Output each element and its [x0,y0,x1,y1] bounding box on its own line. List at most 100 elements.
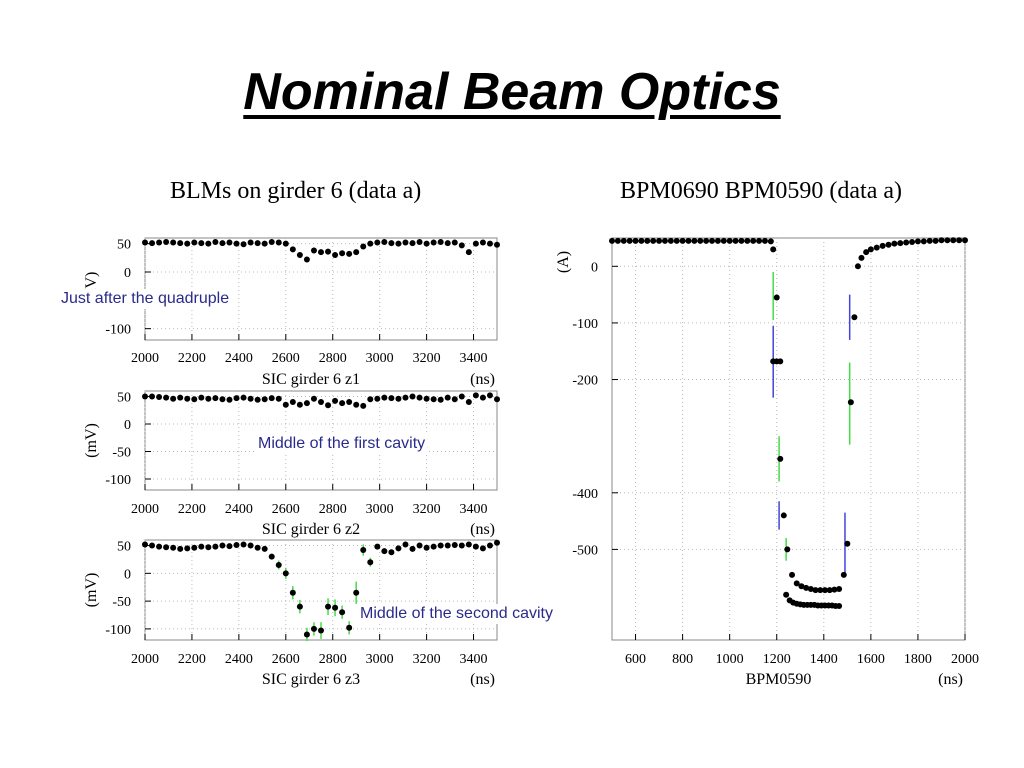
data-point-lower_trace [903,239,910,246]
data-point-lower_trace [673,237,680,244]
data-point [254,240,261,247]
data-point [226,543,233,550]
y-tick-label-z2: -100 [105,473,131,488]
data-point [226,239,233,246]
data-point [395,545,402,552]
x-tick-label-bpm: 2000 [951,652,979,667]
data-point [177,545,184,552]
data-point [163,544,170,551]
data-point-lower_trace [826,587,833,594]
data-point [233,542,240,548]
y-tick-label-bpm: -400 [572,487,598,502]
data-point [219,396,226,403]
data-point [472,240,479,247]
data-point [289,399,296,405]
left-panel-title: BLMs on girder 6 (data a) [170,178,422,204]
data-point-lower_trace [891,240,898,247]
data-point-lower_trace [932,237,939,244]
data-point [458,393,465,400]
y-tick-label-z2: 0 [124,418,131,433]
data-point [430,396,437,403]
x-tick-label-bpm: 1400 [810,652,838,667]
data-point [339,250,346,257]
data-point-lower_trace [784,546,791,553]
data-point-lower_trace [761,237,768,244]
data-point [275,239,282,246]
data-point-lower_trace [926,237,933,244]
x-axis-unit-bpm: (ns) [938,671,963,688]
data-point [416,542,423,549]
data-point-lower_trace [854,263,861,270]
data-point-lower_trace [831,586,838,593]
x-tick-label-z3: 3200 [413,652,441,667]
data-point [205,395,212,402]
y-tick-label-z1: 50 [117,238,131,253]
data-point-lower_trace [858,254,865,261]
data-point [444,240,451,247]
data-point [346,399,353,405]
data-point [282,570,289,577]
data-point [254,544,261,551]
data-point-lower_trace [821,587,828,594]
x-tick-label-z1: 3000 [366,351,394,366]
data-point-lower_trace [609,237,615,244]
data-point [268,395,275,402]
data-point-upper_trace [836,603,843,610]
data-point [444,394,451,401]
data-point [416,394,423,401]
data-point-lower_trace [626,237,633,244]
data-point [170,395,177,402]
data-point [332,397,339,404]
data-point [261,545,268,552]
x-tick-label-bpm: 600 [625,652,646,667]
data-point [381,394,388,401]
x-tick-label-z2: 2000 [131,502,159,517]
data-point [191,544,198,551]
x-tick-label-z2: 2400 [225,502,253,517]
data-point-lower_trace [798,583,805,590]
data-point [437,238,444,245]
y-tick-label-z1: 0 [124,266,131,281]
data-point [332,604,339,611]
data-point [205,544,212,551]
data-point-lower_trace [709,237,716,244]
annotation-second-cavity: Middle of the second cavity [358,604,555,624]
x-axis-unit-z3: (ns) [470,671,495,688]
data-point [303,256,310,263]
data-point [416,238,423,245]
data-point [388,549,395,556]
data-point [184,240,191,247]
data-point [360,243,367,250]
data-point [142,239,148,246]
data-point [303,631,310,638]
data-point [409,393,416,400]
y-tick-label-z3: -100 [105,623,131,638]
y-tick-label-bpm: -500 [572,543,598,558]
data-point-lower_trace [777,455,784,462]
data-point-lower_trace [714,237,721,244]
x-tick-label-z1: 2400 [225,351,253,366]
x-tick-label-z2: 3200 [413,502,441,517]
data-point-lower_trace [780,512,787,519]
y-tick-label-z3: 50 [117,540,131,555]
data-point [149,393,156,400]
right-panel-title: BPM0690 BPM0590 (data a) [620,178,902,204]
data-point [458,542,465,549]
data-point [198,240,205,247]
data-point [494,396,500,403]
data-point-lower_trace [679,237,686,244]
data-point [163,238,170,245]
data-point [247,542,254,549]
data-point-lower_trace [944,237,951,244]
data-point-lower_trace [789,571,796,578]
data-point-lower_trace [812,587,819,594]
data-point [360,402,367,409]
data-point-lower_trace [697,237,704,244]
data-point [346,624,353,631]
data-point [339,400,346,407]
data-point [296,252,303,258]
data-point [486,240,493,247]
y-tick-label-z2: 50 [117,391,131,406]
data-point [479,239,486,246]
data-point [170,239,177,246]
